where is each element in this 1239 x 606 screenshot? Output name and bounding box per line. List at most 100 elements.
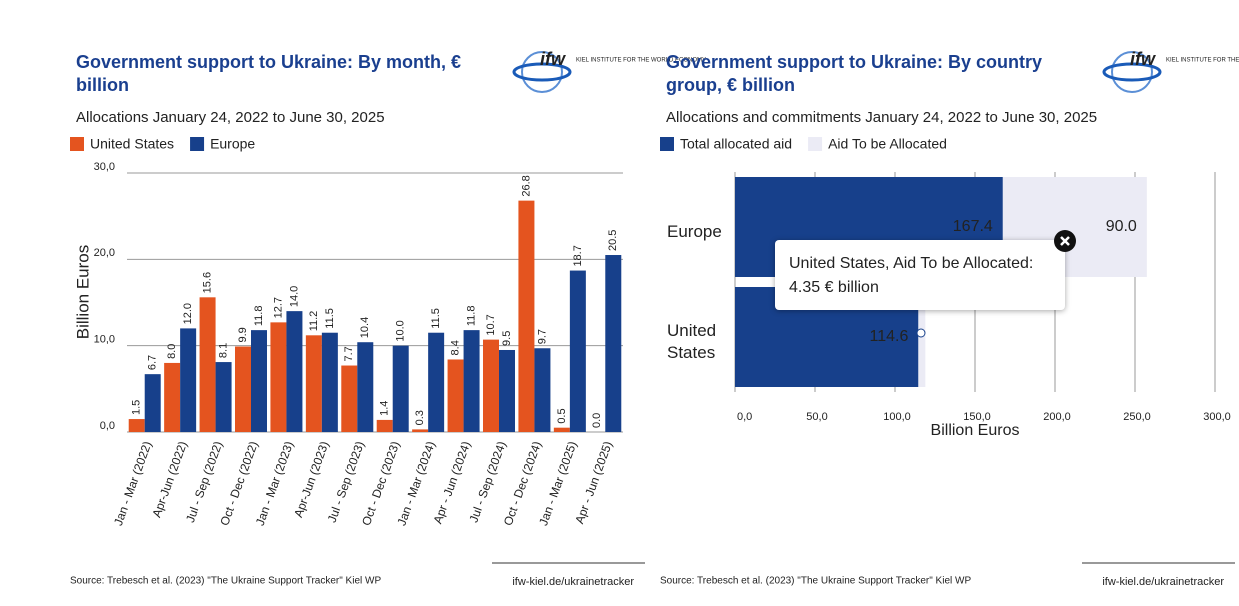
source: Source: Trebesch et al. (2023) "The Ukra… [660, 576, 971, 587]
bar [321, 332, 338, 432]
y-tick-label: United States [667, 321, 717, 362]
legend-label: Europe [210, 136, 255, 152]
x-tick-label: Oct - Dec (2022) [217, 439, 260, 527]
y-tick-label: Europe [667, 222, 722, 241]
bar [376, 419, 393, 432]
chart-title: Government support to Ukraine: By countr… [666, 52, 1043, 95]
y-tick-label: 0,0 [100, 420, 115, 432]
bar [518, 200, 535, 432]
legend-swatch [190, 137, 205, 151]
data-label: 10.4 [359, 317, 371, 338]
logo-globe [1102, 62, 1162, 82]
bar [270, 322, 287, 432]
data-label: 6.7 [147, 355, 159, 370]
data-label: 114.6 [870, 328, 909, 345]
x-tick-label: Apr-Jun (2023) [291, 439, 332, 519]
data-label: 11.5 [324, 308, 336, 329]
x-tick-label: Oct - Dec (2024) [501, 439, 544, 527]
bar [534, 348, 551, 432]
data-label: 15.6 [201, 272, 213, 293]
data-label: 9.9 [237, 327, 249, 342]
bar [341, 365, 358, 432]
x-tick-label: 250,0 [1123, 411, 1151, 423]
source: Source: Trebesch et al. (2023) "The Ukra… [70, 576, 381, 587]
bar [251, 330, 267, 432]
data-label: 10.0 [395, 320, 407, 341]
x-tick-label: 300,0 [1203, 411, 1231, 423]
bar [144, 374, 161, 432]
bar [392, 345, 409, 432]
data-label: 10.7 [485, 314, 497, 335]
bar [128, 419, 145, 432]
x-tick-label: Jul - Sep (2024) [466, 439, 508, 524]
x-tick-label: 50,0 [806, 411, 827, 423]
bar [286, 311, 303, 432]
data-label: 8.0 [166, 344, 178, 359]
bar [412, 429, 429, 432]
hover-dot [916, 328, 926, 338]
x-tick-label: Apr - Jun (2024) [431, 439, 474, 525]
x-axis-label: Billion Euros [931, 422, 1020, 439]
bar [235, 346, 251, 432]
legend-swatch [660, 137, 674, 151]
data-label: 9.5 [501, 331, 513, 346]
data-label: 1.5 [131, 400, 143, 415]
data-label: 0.0 [591, 413, 603, 428]
bar [180, 328, 197, 432]
link: ifw-kiel.de/ukrainetracker [512, 576, 634, 588]
data-label: 90.0 [1106, 218, 1137, 235]
data-label: 12.0 [182, 303, 194, 324]
x-tick-label: Jan - Mar (2023) [253, 439, 296, 527]
logo-globe [521, 51, 563, 93]
data-label: 7.7 [343, 346, 355, 361]
chart-subtitle: Allocations and commitments January 24, … [666, 109, 1098, 126]
x-tick-label: Jul - Sep (2022) [183, 439, 225, 524]
data-label: 11.8 [253, 306, 265, 327]
x-tick-label: 0,0 [737, 411, 752, 423]
x-tick-label: 150,0 [963, 411, 991, 423]
x-tick-label: Jan - Mar (2025) [536, 439, 579, 527]
data-label: 11.2 [308, 311, 320, 332]
x-tick-label: Jan - Mar (2022) [111, 439, 154, 527]
legend-swatch [808, 137, 823, 151]
y-axis-label: Billion Euros [73, 245, 92, 340]
bar [463, 330, 480, 432]
x-tick-label: Jul - Sep (2023) [325, 439, 367, 524]
bar [447, 359, 464, 432]
data-label: 167.4 [953, 218, 993, 235]
data-label: 26.8 [520, 175, 532, 196]
chart-title: Government support to Ukraine: By month,… [76, 52, 462, 95]
x-tick-label: Apr - Jun (2025) [572, 439, 615, 525]
bar [428, 332, 445, 432]
x-tick-label: Apr-Jun (2022) [149, 439, 190, 519]
data-label: 8.1 [217, 343, 229, 358]
data-label: 8.4 [449, 340, 461, 355]
data-label: 14.0 [288, 286, 300, 307]
logo-globe [512, 62, 572, 82]
logo: ifw [1130, 49, 1156, 69]
chart-subtitle: Allocations January 24, 2022 to June 30,… [76, 109, 385, 126]
x-tick-label: Oct - Dec (2023) [359, 439, 402, 527]
bar [569, 270, 586, 432]
y-tick-label: 10,0 [94, 334, 115, 346]
data-label: 0.5 [556, 408, 568, 423]
bar [199, 297, 216, 432]
logo-caption: KIEL INSTITUTE FOR THE WORLD ECONOMY [1166, 58, 1239, 64]
legend-label: Aid To be Allocated [828, 136, 947, 152]
data-label: 12.7 [272, 297, 284, 318]
logo-caption: KIEL INSTITUTE FOR THE WORLD ECONOMY [576, 58, 706, 64]
data-label: 9.7 [536, 329, 548, 344]
y-tick-label: 20,0 [94, 247, 115, 259]
data-label: 0.3 [414, 410, 426, 425]
legend-label: Total allocated aid [680, 136, 792, 152]
data-label: 20.5 [607, 230, 619, 251]
data-label: 11.8 [465, 306, 477, 327]
bar [215, 362, 232, 432]
bar [605, 255, 622, 432]
bar [499, 349, 515, 432]
data-label: 1.4 [379, 401, 391, 416]
logo-globe [1111, 51, 1153, 93]
x-tick-label: Jan - Mar (2024) [394, 439, 437, 527]
